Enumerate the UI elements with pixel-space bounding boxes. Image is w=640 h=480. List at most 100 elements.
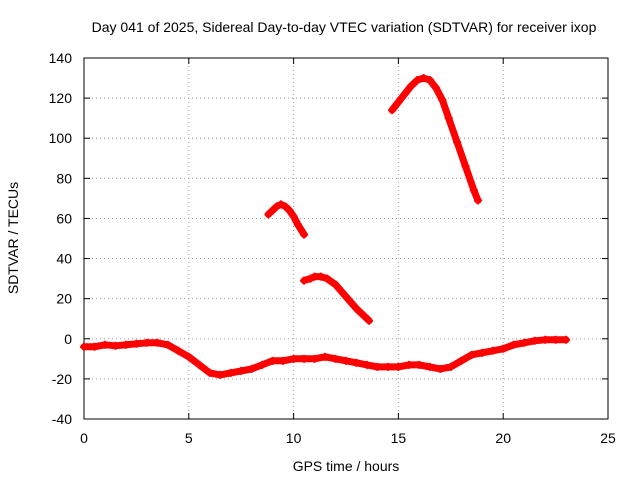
data-point <box>474 196 483 205</box>
data-point <box>195 360 204 369</box>
data-point <box>205 368 214 377</box>
plot-frame <box>83 57 609 420</box>
y-tick-label: -40 <box>52 411 72 427</box>
data-point <box>289 354 298 363</box>
data-point <box>323 274 332 283</box>
data-point <box>247 364 256 373</box>
data-point <box>469 186 478 195</box>
y-tick-label: 140 <box>49 50 73 66</box>
data-point <box>551 335 560 344</box>
series-arc-3 <box>388 74 482 204</box>
data-point <box>520 338 529 347</box>
data-point <box>80 342 88 351</box>
data-point <box>541 335 550 344</box>
data-point <box>310 354 319 363</box>
data-point <box>226 368 235 377</box>
x-tick-label: 0 <box>80 430 88 446</box>
x-axis-label: GPS time / hours <box>293 458 400 474</box>
data-point <box>432 84 441 93</box>
y-tick-label: 40 <box>56 251 72 267</box>
y-tick-label: 0 <box>64 331 72 347</box>
data-point <box>285 206 294 215</box>
x-axis: 0 5 10 15 20 25 <box>80 58 616 446</box>
data-point <box>413 76 422 85</box>
y-axis: -40 -20 0 20 40 60 80 100 120 140 <box>49 50 608 427</box>
x-tick-label: 10 <box>286 430 302 446</box>
data-point <box>461 162 470 171</box>
grid <box>84 58 608 419</box>
data-point <box>268 206 277 215</box>
y-tick-label: 80 <box>56 170 72 186</box>
data-point <box>388 106 397 115</box>
data-point <box>425 362 434 371</box>
data-point <box>342 356 350 365</box>
data-point <box>289 212 298 221</box>
data-point <box>509 340 518 349</box>
data-point <box>111 341 120 350</box>
data-point <box>277 200 286 209</box>
data-point <box>316 272 325 281</box>
data-point <box>153 338 162 347</box>
data-point <box>216 370 225 379</box>
data-point <box>438 96 447 105</box>
data-point <box>444 114 453 123</box>
data-point <box>404 360 413 369</box>
data-point <box>300 230 309 239</box>
y-axis-label: SDTVAR / TECUs <box>5 182 21 294</box>
data-point <box>446 362 455 371</box>
data-point <box>300 354 309 363</box>
data-point <box>331 354 340 363</box>
data-point <box>419 74 428 83</box>
data-point <box>373 362 382 371</box>
data-point <box>415 360 424 369</box>
data-point <box>342 292 350 301</box>
data-point <box>365 316 374 325</box>
y-tick-label: -20 <box>52 371 72 387</box>
data-point <box>90 342 99 351</box>
data-point <box>499 344 508 353</box>
data-point <box>488 346 497 355</box>
data-point <box>281 202 290 211</box>
data-point <box>272 202 281 211</box>
y-tick-label: 100 <box>49 130 73 146</box>
data-point <box>457 356 466 365</box>
data-point <box>467 350 476 359</box>
data-point <box>132 339 141 348</box>
data-point <box>237 366 246 375</box>
data-point <box>163 340 172 349</box>
data-point <box>394 98 403 107</box>
series-arc-1 <box>264 200 308 238</box>
data-point <box>268 356 277 365</box>
data-point <box>425 76 434 85</box>
data-point <box>406 82 415 91</box>
data-point <box>352 304 361 313</box>
x-tick-label: 5 <box>185 430 193 446</box>
x-tick-label: 25 <box>600 430 616 446</box>
data-point <box>352 358 361 367</box>
data-point <box>121 340 130 349</box>
data-point <box>264 210 273 219</box>
data-point <box>400 90 409 99</box>
data-point <box>331 280 340 289</box>
data-point <box>300 276 309 285</box>
data-point <box>383 362 392 371</box>
data-point <box>184 352 193 361</box>
data-point <box>306 274 315 283</box>
data-series <box>80 74 571 379</box>
y-tick-label: 60 <box>56 210 72 226</box>
data-point <box>478 348 487 357</box>
data-point <box>142 338 151 347</box>
data-point <box>362 360 371 369</box>
y-tick-label: 20 <box>56 291 72 307</box>
x-tick-label: 20 <box>495 430 511 446</box>
data-point <box>394 362 403 371</box>
data-point <box>436 364 445 373</box>
data-point <box>321 352 330 361</box>
data-point <box>258 360 267 369</box>
y-tick-label: 120 <box>49 90 73 106</box>
data-point <box>293 220 302 229</box>
data-point <box>562 335 571 344</box>
chart-title: Day 041 of 2025, Sidereal Day-to-day VTE… <box>92 19 597 35</box>
x-tick-label: 15 <box>391 430 407 446</box>
